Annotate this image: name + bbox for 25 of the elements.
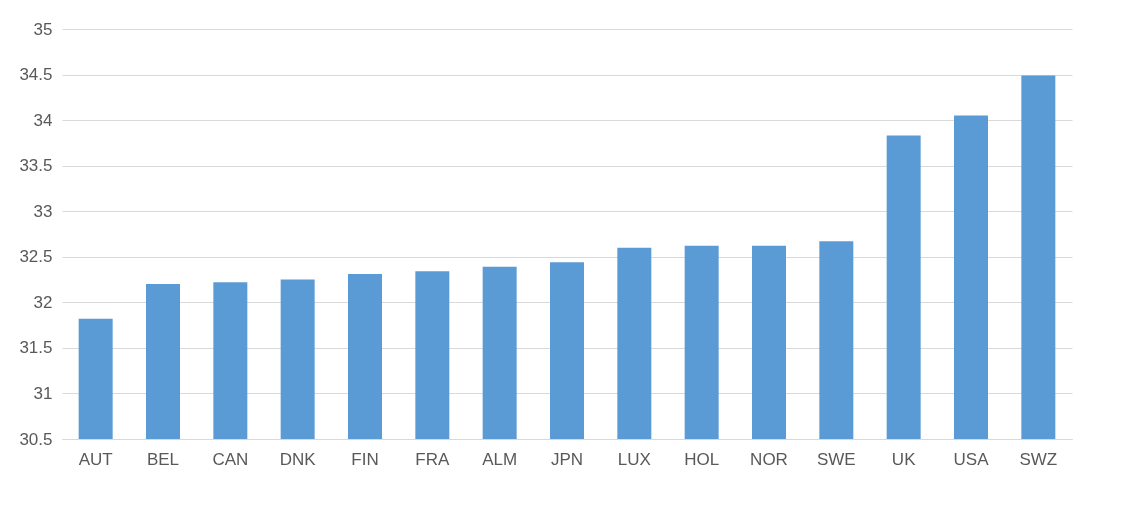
x-tick-label: NOR bbox=[750, 449, 788, 469]
x-tick-label: SWE bbox=[816, 449, 856, 469]
y-tick-label: 31.5 bbox=[19, 338, 53, 358]
y-tick-label: 32 bbox=[33, 292, 53, 312]
y-tick-label: 32.5 bbox=[19, 247, 53, 267]
x-tick-label: DNK bbox=[279, 449, 317, 469]
y-tick-label: 35 bbox=[33, 19, 53, 39]
x-tick-label: BEL bbox=[146, 449, 180, 469]
x-tick-label: FRA bbox=[415, 449, 450, 469]
x-tick-label: CAN bbox=[212, 449, 249, 469]
x-tick-label: HOL bbox=[684, 449, 720, 469]
y-tick-label: 34 bbox=[33, 110, 53, 130]
x-tick-label: FIN bbox=[351, 449, 379, 469]
x-tick-label: SWZ bbox=[1019, 449, 1058, 469]
x-tick-label: AUT bbox=[78, 449, 113, 469]
x-tick-label: UK bbox=[891, 449, 917, 469]
y-tick-label: 31 bbox=[33, 383, 53, 403]
y-tick-label: 34.5 bbox=[19, 65, 53, 85]
x-tick-label: LUX bbox=[617, 449, 651, 469]
x-tick-label: USA bbox=[953, 449, 990, 469]
y-tick-label: 33 bbox=[33, 201, 53, 221]
y-tick-label: 33.5 bbox=[19, 156, 53, 176]
x-tick-label: ALM bbox=[482, 449, 518, 469]
x-tick-label: JPN bbox=[550, 449, 584, 469]
y-tick-label: 30.5 bbox=[19, 429, 53, 449]
